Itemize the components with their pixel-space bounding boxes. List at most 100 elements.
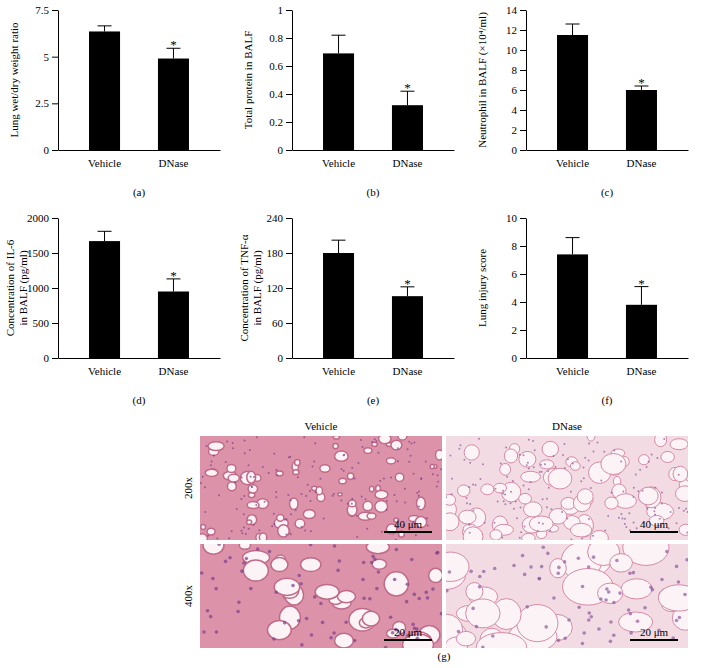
scale-bar <box>630 639 678 641</box>
nucleus <box>310 500 312 502</box>
nucleus <box>613 450 615 452</box>
y-tick-mark <box>520 358 526 359</box>
nucleus <box>242 561 246 565</box>
nucleus <box>611 491 613 493</box>
nucleus <box>677 580 681 584</box>
nucleus <box>243 495 245 497</box>
alveolus <box>227 482 236 491</box>
nucleus <box>228 556 232 560</box>
alveolus <box>362 611 379 626</box>
nucleus <box>268 550 272 554</box>
nucleus <box>243 526 245 528</box>
nucleus <box>646 507 648 509</box>
nucleus <box>224 560 228 564</box>
nucleus <box>624 518 626 520</box>
nucleus <box>502 490 504 492</box>
y-tick: 1 <box>278 4 293 16</box>
y-tick-label: 0 <box>512 144 518 156</box>
y-tick: 2 <box>512 324 527 336</box>
nucleus <box>583 477 585 479</box>
nucleus <box>540 565 544 569</box>
nucleus <box>510 491 512 493</box>
nucleus <box>255 504 257 506</box>
scale-bar-label: 20 μm <box>640 626 669 638</box>
nucleus <box>481 645 485 648</box>
alveolus <box>303 510 315 519</box>
nucleus <box>678 616 682 620</box>
bar <box>323 53 354 150</box>
nucleus <box>660 578 664 582</box>
nucleus <box>649 585 653 589</box>
nucleus <box>273 513 275 515</box>
nucleus <box>314 442 316 444</box>
nucleus <box>621 518 623 520</box>
y-tick: 2 <box>512 124 527 136</box>
nucleus <box>202 630 206 634</box>
nucleus <box>604 530 606 532</box>
y-tick-mark <box>286 66 292 67</box>
nucleus <box>572 462 574 464</box>
bar <box>323 253 354 358</box>
alveolus <box>271 558 288 572</box>
nucleus <box>541 471 543 473</box>
nucleus <box>351 498 353 500</box>
nucleus <box>593 450 595 452</box>
y-tick-mark <box>286 10 292 11</box>
alveolus <box>364 448 372 454</box>
nucleus <box>465 497 467 499</box>
nucleus <box>629 612 633 616</box>
alveolus <box>227 464 236 472</box>
scale-bar-label: 40 μm <box>394 518 423 530</box>
significance-marker: * <box>638 75 645 90</box>
alveolus <box>201 525 206 530</box>
nucleus <box>426 596 430 600</box>
alveolus <box>301 558 321 572</box>
nucleus <box>319 478 321 480</box>
nucleus <box>273 453 275 455</box>
x-tick-label: DNase <box>392 365 422 377</box>
nucleus <box>612 601 616 605</box>
nucleus <box>393 578 397 582</box>
y-tick-label: 2000 <box>27 212 50 224</box>
nucleus <box>493 567 497 571</box>
nucleus <box>449 455 451 457</box>
nucleus <box>410 455 412 457</box>
nucleus <box>458 448 460 450</box>
x-tick-label: DNase <box>626 157 656 169</box>
nucleus <box>407 448 409 450</box>
alveolus <box>277 514 284 521</box>
alveolus <box>333 443 338 448</box>
error-bar <box>332 35 346 53</box>
nucleus <box>418 506 420 508</box>
nucleus <box>289 456 291 458</box>
nucleus <box>437 481 439 483</box>
nucleus <box>491 634 495 638</box>
error-bar-stem <box>104 26 105 32</box>
nucleus <box>383 477 385 479</box>
nucleus <box>661 502 663 504</box>
alveolus <box>228 474 239 482</box>
nucleus <box>540 464 542 466</box>
nucleus <box>393 494 395 496</box>
bar <box>626 90 657 150</box>
nucleus <box>552 596 556 600</box>
alveolus <box>570 462 580 471</box>
micrograph <box>446 544 688 648</box>
y-axis-title: Neutrophil in BALF (×10⁴/ml) <box>476 12 489 148</box>
y-tick-mark <box>286 323 292 324</box>
nucleus <box>513 508 515 510</box>
nucleus <box>581 585 585 589</box>
nucleus <box>628 571 632 575</box>
alveolus <box>247 471 256 483</box>
y-tick-mark <box>520 330 526 331</box>
nucleus <box>469 570 473 574</box>
nucleus <box>343 470 345 472</box>
alveolus <box>247 520 252 524</box>
nucleus <box>654 513 656 515</box>
alveolus <box>335 451 348 461</box>
nucleus <box>329 636 333 640</box>
error-bar-stem <box>338 35 339 53</box>
nucleus <box>516 517 518 519</box>
nucleus <box>636 527 638 529</box>
scale-bar-label: 20 μm <box>394 626 423 638</box>
